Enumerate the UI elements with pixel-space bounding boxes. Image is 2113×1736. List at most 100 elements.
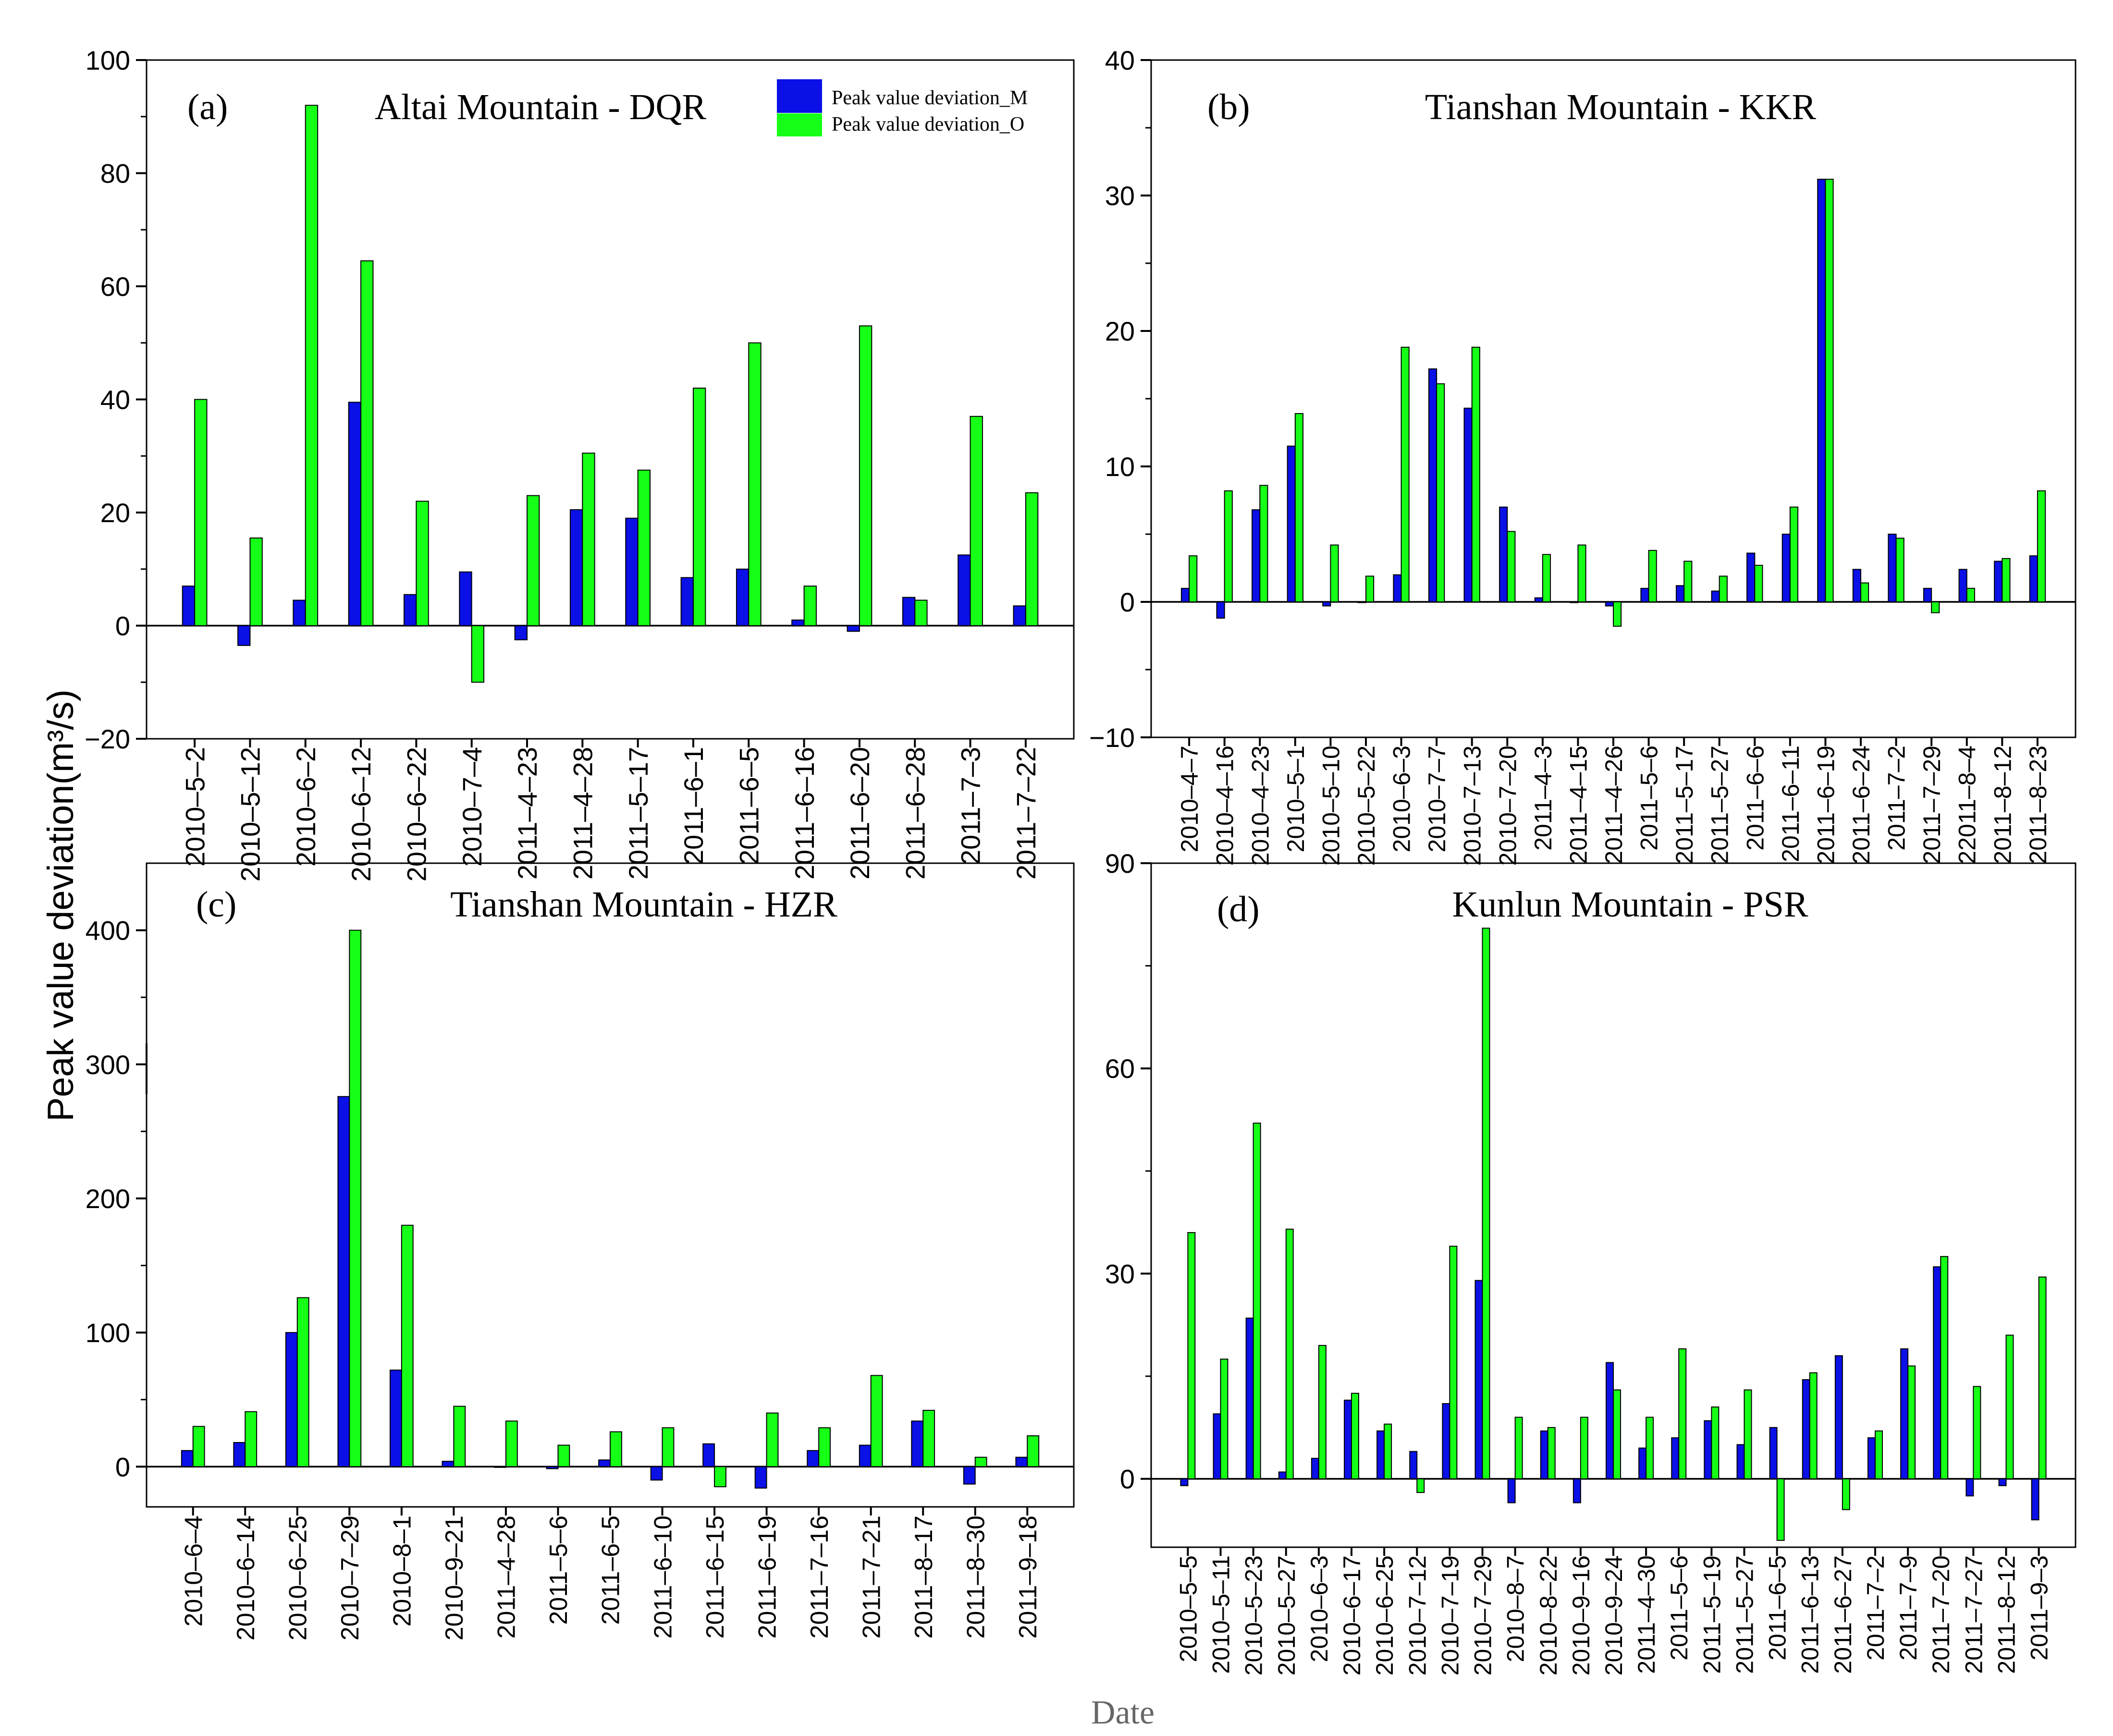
panel-c: (c) Tianshan Mountain - HZR 0 100 200 300 40… — [86, 862, 1075, 1640]
bar-o — [1577, 544, 1586, 603]
x-tick-label: 2011–7–9 — [1895, 1555, 1922, 1661]
bar-m — [1376, 1430, 1385, 1479]
x-tick-label: 2011–6–16 — [789, 747, 820, 880]
x-tick-label: 2010–6–2 — [291, 747, 321, 867]
x-tick-label: 2011–4–26 — [1600, 746, 1627, 864]
bar-o — [2037, 490, 2046, 603]
x-tick-label: 2011–5–17 — [1671, 746, 1698, 864]
bar-o — [974, 1456, 987, 1467]
bar-o — [1580, 1417, 1588, 1479]
x-tick-label: 2010–4–7 — [1176, 746, 1203, 852]
bar-m — [702, 1443, 715, 1467]
x-tick-label: 2011–6–5 — [734, 747, 764, 865]
x-tick-label: 2011–6–5 — [597, 1516, 625, 1625]
bar-o — [2005, 1334, 2014, 1479]
panel-d: (d) Kunlun Mountain - PSR 0 30 60 90 2010–5–… — [1105, 848, 2076, 1675]
bar-m — [237, 625, 251, 646]
bar-o — [1874, 1430, 1883, 1479]
x-tick-label: 2011–5–27 — [1731, 1555, 1758, 1674]
x-tick-label: 2011–6–19 — [753, 1516, 781, 1638]
bar-o — [1825, 179, 1834, 603]
x-tick-label: 2011–4–28 — [493, 1516, 521, 1638]
y-tick-label: 100 — [86, 1318, 130, 1348]
bar-o — [1719, 575, 1728, 603]
bar-m — [958, 554, 971, 626]
x-tick-label: 2010–5–27 — [1273, 1555, 1300, 1675]
bar-m — [1393, 574, 1402, 602]
bar-o — [1646, 1417, 1654, 1479]
bar-m — [1499, 506, 1508, 602]
x-tick-label: 2011–4–28 — [568, 747, 598, 880]
x-tick-label: 2010–5–10 — [1317, 746, 1344, 866]
bar-m — [459, 571, 472, 626]
x-tick-label: 2011–6–27 — [1830, 1555, 1856, 1674]
bar-o — [360, 260, 374, 626]
bar-m — [1409, 1451, 1418, 1479]
y-tick-label: 10 — [1105, 452, 1135, 482]
x-tick-label: 2010–9–21 — [441, 1516, 468, 1640]
bar-m — [1322, 601, 1331, 607]
bar-m — [2029, 555, 2038, 602]
y-tick-label: 40 — [1105, 45, 1135, 75]
bar-o — [1789, 506, 1799, 602]
bar-m — [1711, 590, 1720, 602]
bar-o — [1294, 413, 1304, 603]
x-tick-label: 22011–8–4 — [1954, 746, 1981, 864]
x-tick-label: 2011–4–3 — [1530, 746, 1557, 851]
x-tick-label: 2011–5–6 — [1636, 746, 1663, 851]
panel-b-label: (b) — [1207, 87, 1250, 127]
y-tick-label: 0 — [1120, 1464, 1135, 1494]
legend-swatch-o — [777, 113, 822, 136]
bar-o — [527, 495, 540, 626]
legend: Peak value deviation_M Peak value deviat… — [777, 79, 1028, 136]
bar-m — [546, 1466, 559, 1469]
bar-m — [1923, 587, 1932, 603]
x-tick-label: 2010–7–29 — [1470, 1555, 1497, 1675]
bar-m — [736, 568, 749, 626]
bar-m — [1781, 534, 1791, 602]
bar-m — [625, 517, 639, 626]
x-axis-label: Date — [1091, 1694, 1155, 1731]
x-tick-label: 2011–6–24 — [1848, 746, 1875, 864]
x-tick-label: 2010–8–7 — [1502, 1555, 1529, 1662]
bar-m — [859, 1444, 872, 1467]
y-tick-label: 0 — [115, 611, 130, 641]
bar-m — [1638, 1447, 1647, 1479]
bar-m — [2031, 1478, 2039, 1521]
bar-m — [1640, 587, 1649, 603]
bar-m — [650, 1466, 663, 1481]
bar-m — [680, 577, 694, 626]
bar-m — [1570, 601, 1579, 603]
y-tick-label: 60 — [100, 271, 130, 302]
bar-m — [1213, 1413, 1221, 1479]
bar-m — [1867, 1437, 1876, 1479]
bar-o — [748, 342, 762, 626]
bar-o — [1330, 544, 1339, 603]
bar-o — [1471, 346, 1480, 602]
bar-o — [1436, 383, 1445, 602]
bar-o — [296, 1297, 309, 1467]
bar-m — [442, 1461, 455, 1467]
x-tick-label: 2010–7–29 — [336, 1516, 364, 1640]
bar-m — [1572, 1478, 1581, 1504]
bar-m — [1834, 1355, 1843, 1479]
x-tick-label: 2010–8–22 — [1535, 1555, 1562, 1675]
y-tick-label: 0 — [1120, 587, 1135, 617]
panel-c-title: Tianshan Mountain - HZR — [450, 884, 837, 925]
bar-m — [911, 1420, 924, 1467]
x-tick-label: 2010–7–4 — [457, 747, 487, 867]
y-tick-label: 20 — [1105, 316, 1135, 346]
x-tick-label: 2011–7–29 — [1918, 746, 1945, 864]
x-tick-label: 2010–5–12 — [235, 747, 266, 881]
x-tick-label: 2011–5–6 — [545, 1516, 573, 1625]
x-tick-label: 2011–7–2 — [1862, 1555, 1889, 1661]
panel-a: (a) Altai Mountain - DQR Peak value devi… — [85, 45, 1075, 1094]
y-tick-label: 60 — [1105, 1053, 1135, 1084]
x-tick-label: 2011–4–23 — [512, 747, 542, 880]
y-tick-label: 30 — [1105, 1259, 1135, 1289]
x-tick-label: 2011–7–27 — [1960, 1555, 1987, 1674]
x-tick-label: 2011–8–23 — [2025, 746, 2052, 864]
y-tick-label: 0 — [115, 1452, 130, 1482]
x-tick-label: 2010–5–5 — [1175, 1555, 1202, 1662]
x-tick-label: 2010–5–11 — [1208, 1555, 1235, 1674]
